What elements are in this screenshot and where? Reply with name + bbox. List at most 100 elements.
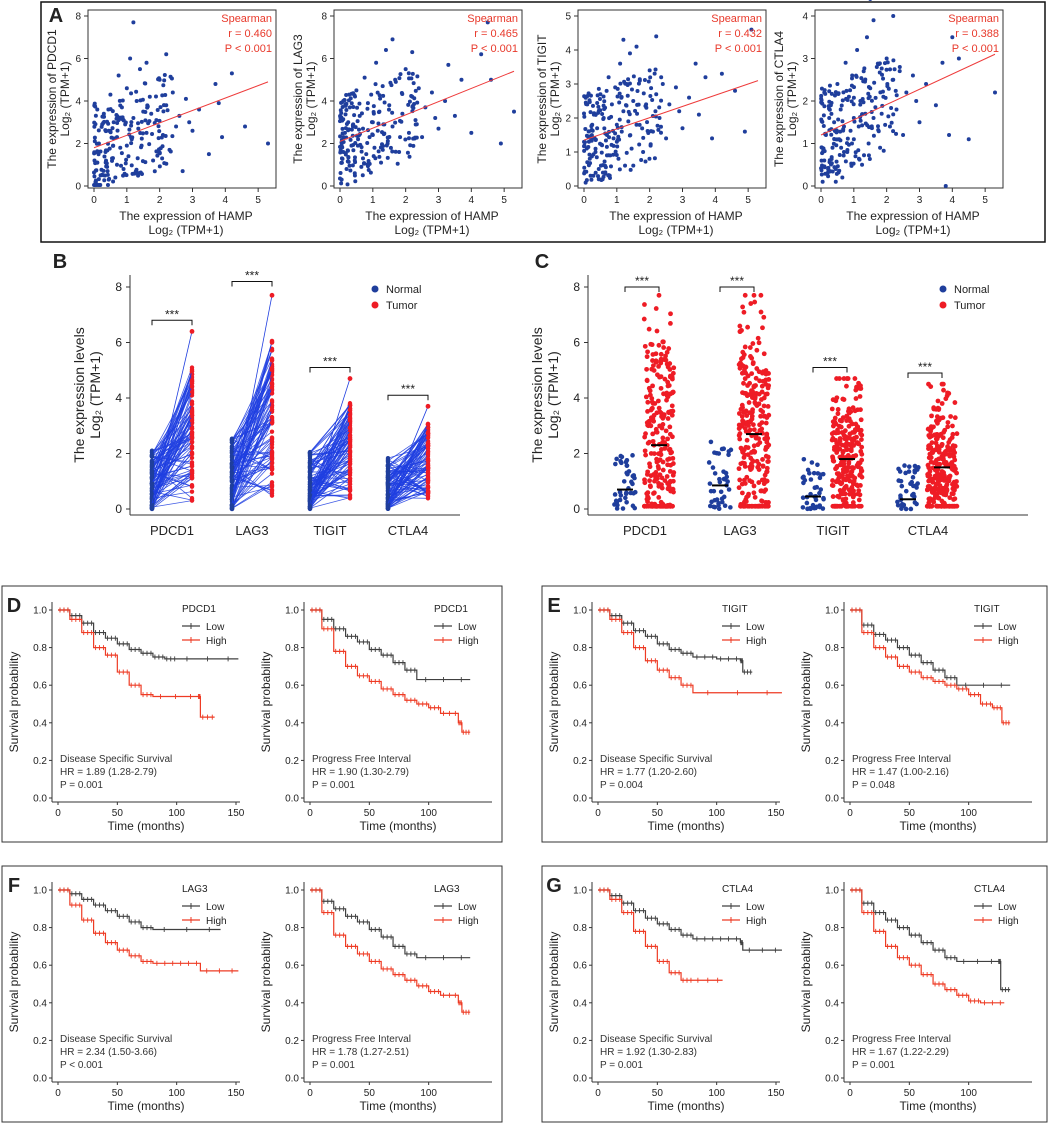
tumor-point [269, 483, 275, 488]
tumor-point [667, 468, 673, 474]
data-point [641, 135, 646, 140]
tumor-point [670, 478, 676, 484]
tumor-point [647, 478, 652, 484]
tumor-point [756, 340, 762, 346]
high-curve [598, 889, 723, 981]
legend-label-low: Low [998, 902, 1017, 913]
tumor-point [931, 406, 937, 412]
tumor-point [766, 383, 772, 388]
data-point [742, 129, 747, 134]
data-point [633, 108, 638, 113]
data-point [877, 70, 882, 75]
tumor-point [761, 314, 767, 320]
data-point [940, 60, 945, 65]
data-point [609, 102, 614, 107]
tumor-point [651, 412, 657, 418]
data-point [894, 107, 899, 112]
y-tick-label: 4 [802, 12, 808, 23]
y-tick-label: 0.6 [285, 961, 299, 972]
tumor-point [649, 366, 655, 372]
data-point [830, 145, 835, 150]
data-point [408, 143, 413, 148]
data-point [867, 156, 872, 161]
data-point [687, 95, 692, 100]
data-point [693, 61, 698, 66]
data-point [406, 102, 411, 107]
pair-line [231, 463, 273, 508]
panel-label: E [547, 595, 560, 617]
tumor-point [744, 437, 750, 443]
normal-point [385, 505, 391, 510]
data-point [833, 179, 838, 184]
y-tick-label: 1.0 [573, 886, 587, 897]
y-tick-label: 1.0 [825, 606, 839, 617]
data-point [601, 174, 606, 179]
data-point [881, 148, 886, 153]
data-point [123, 161, 128, 166]
tumor-point [764, 437, 770, 443]
panel-a: A 0 1 2 3 4 5 0 2 4 6 8 Spearman r = 0.460 P < 0.001 Th… [40, 0, 1046, 243]
data-point [161, 109, 166, 114]
hazard-ratio: HR = 1.90 (1.30-2.79) [312, 767, 409, 778]
data-point [365, 162, 370, 167]
data-point [871, 116, 876, 120]
data-point [164, 52, 169, 57]
tumor-point [347, 487, 353, 493]
data-point [867, 94, 872, 99]
tumor-point [189, 389, 195, 394]
y-tick-label: 0.8 [573, 643, 587, 654]
tumor-point [946, 391, 952, 396]
legend-label-high: High [206, 916, 227, 927]
data-point [595, 93, 600, 98]
normal-point [719, 446, 725, 452]
data-point [429, 90, 434, 95]
data-point [848, 88, 853, 93]
data-point [393, 77, 398, 82]
data-point [621, 37, 626, 42]
data-point [372, 145, 377, 150]
data-point [145, 105, 150, 110]
tumor-point [929, 440, 935, 446]
pair-line [231, 388, 273, 458]
legend-label-low: Low [458, 622, 477, 633]
panel-e: E 0.0 0.2 0.4 0.6 0.8 1.0 0 50 100 150 Time (months… [541, 585, 1048, 843]
data-point [884, 56, 889, 61]
data-point [360, 126, 365, 131]
significance-stars: *** [401, 382, 415, 396]
data-point [888, 67, 893, 72]
data-point [92, 124, 97, 129]
tumor-point [653, 358, 659, 364]
data-point [843, 60, 848, 65]
normal-point [726, 452, 731, 458]
tumor-point [660, 440, 666, 446]
tumor-point [856, 497, 862, 503]
normal-point [149, 506, 155, 512]
data-point [136, 173, 141, 178]
tumor-point [643, 452, 649, 458]
data-point [844, 88, 849, 93]
tumor-point [751, 292, 757, 298]
y-tick-label: 0.4 [285, 998, 299, 1009]
data-point [629, 87, 634, 92]
data-point [347, 163, 352, 168]
data-point [143, 118, 148, 123]
scatter-plot-tigit: 0 1 2 3 4 5 0 1 2 3 4 5 Spearman r = 0.432 P < 0.001 Th… [535, 9, 767, 237]
data-point [601, 116, 606, 121]
data-point [92, 150, 97, 155]
data-point [603, 105, 608, 110]
data-point [897, 65, 902, 69]
tumor-point [650, 358, 655, 363]
data-point [377, 154, 382, 159]
y-tick-label: 1.0 [285, 886, 299, 897]
legend-label-normal: Normal [954, 284, 989, 296]
data-point [839, 103, 844, 108]
data-point [615, 86, 620, 91]
normal-point [307, 480, 313, 486]
tumor-point [669, 449, 675, 455]
tumor-point [642, 480, 648, 486]
data-point [596, 108, 601, 113]
x-axis-title-units: Log₂ (TPM+1) [638, 223, 713, 237]
data-point [602, 99, 607, 104]
data-point [619, 95, 624, 100]
data-point [339, 181, 344, 186]
